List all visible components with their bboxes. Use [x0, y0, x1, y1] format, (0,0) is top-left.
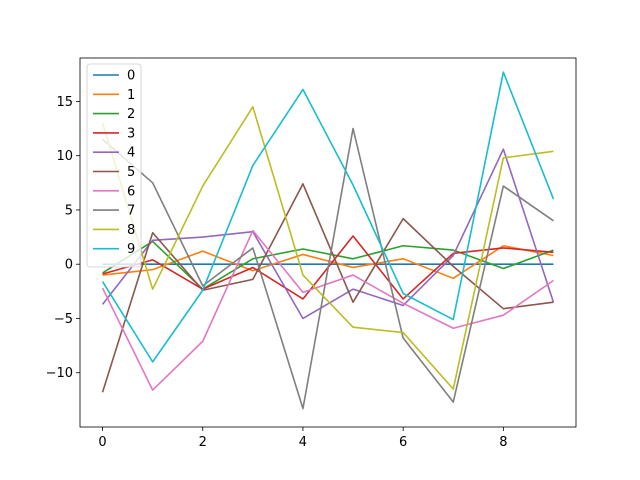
series-line-9: [101, 71, 555, 363]
legend-label: 0: [127, 69, 135, 84]
legend-label: 8: [127, 223, 135, 238]
legend-label: 6: [127, 184, 135, 199]
y-tick-label: 5: [65, 203, 73, 218]
legend-label: 9: [127, 242, 135, 257]
y-tick-label: −5: [54, 312, 73, 327]
series-line-7: [102, 127, 554, 410]
axes-frame: [79, 57, 577, 428]
x-tick-label: 8: [499, 435, 507, 450]
x-tick-label: 6: [399, 435, 407, 450]
x-tick-label: 2: [199, 435, 207, 450]
series-line-5: [101, 183, 554, 393]
legend-label: 3: [127, 126, 135, 141]
x-axis: 0 2 4 6 8: [98, 427, 507, 450]
legend-label: 7: [127, 204, 135, 219]
y-axis: −10 −5 0 5 10 15: [46, 95, 80, 381]
series-line-8: [101, 106, 554, 390]
legend: 0 1 2 3 4 5 6 7 8 9: [86, 63, 142, 268]
legend-label: 5: [127, 165, 135, 180]
y-tick-label: 15: [56, 95, 73, 110]
series-line-2: [102, 240, 554, 290]
x-tick-label: 4: [299, 435, 307, 450]
legend-label: 4: [127, 146, 135, 161]
legend-label: 2: [127, 107, 135, 122]
series-layer: [101, 71, 555, 410]
legend-label: 1: [127, 88, 135, 103]
x-tick-label: 0: [98, 435, 106, 450]
y-tick-label: −10: [46, 366, 73, 381]
y-tick-label: 10: [56, 149, 73, 164]
y-tick-label: 0: [65, 258, 73, 273]
series-line-6: [101, 229, 554, 391]
legend-box: [86, 63, 142, 268]
